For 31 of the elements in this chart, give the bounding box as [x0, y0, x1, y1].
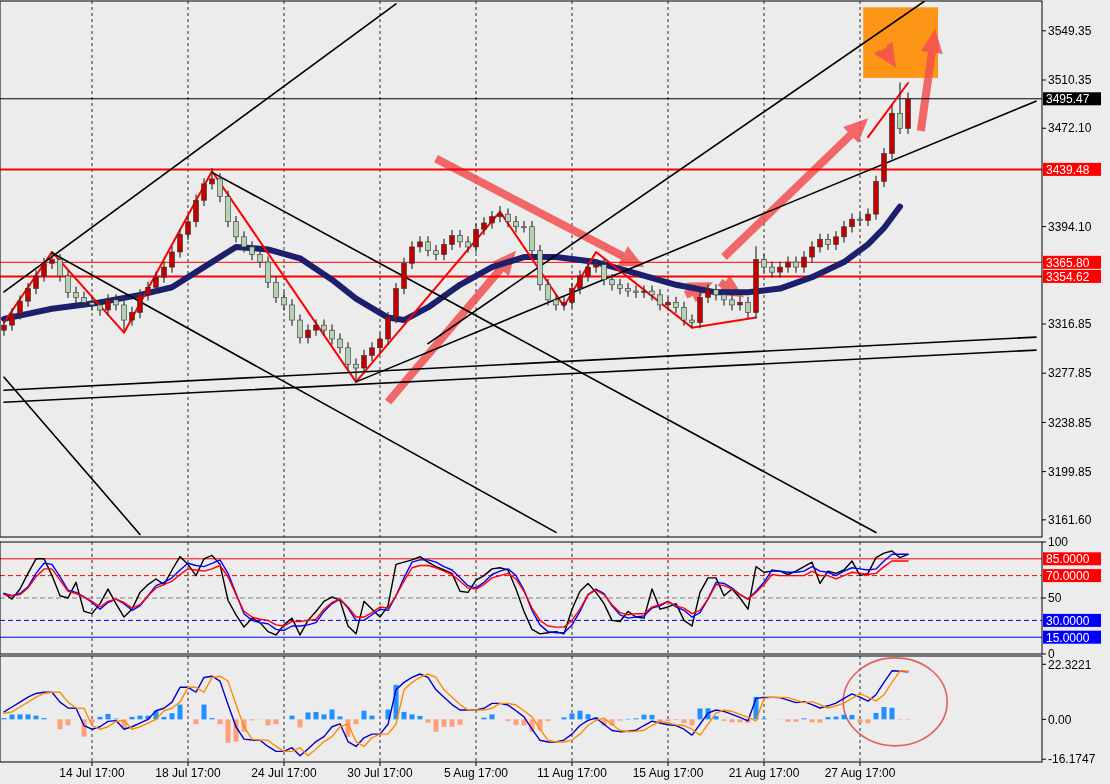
x-tick-label: 27 Aug 17:00: [824, 766, 896, 780]
ref-line-label: 15.0000: [1046, 630, 1090, 645]
ref-line-label: 85.0000: [1046, 552, 1090, 567]
ref-line-label: 3439.48: [1046, 162, 1090, 177]
y-tick-label: 3510.35: [1048, 73, 1092, 88]
x-tick-label: 21 Aug 17:00: [728, 766, 800, 780]
ref-line-label: 3354.62: [1046, 269, 1090, 284]
y-tick-label: -16.1747: [1048, 752, 1096, 767]
y-tick-label: 50: [1048, 591, 1062, 606]
x-tick-label: 5 Aug 17:00: [443, 766, 509, 780]
y-tick-label: 3277.85: [1048, 366, 1092, 381]
y-tick-label: 3394.10: [1048, 219, 1092, 234]
x-tick-label: 14 Jul 17:00: [59, 766, 126, 780]
ref-line-label: 70.0000: [1046, 568, 1090, 583]
y-tick-label: 3472.10: [1048, 121, 1092, 136]
y-tick-label: 3161.60: [1048, 513, 1092, 528]
y-tick-label: 3549.35: [1048, 24, 1092, 39]
y-tick-label: 0.00: [1048, 712, 1072, 727]
ref-line-label: 3365.80: [1046, 255, 1090, 270]
y-tick-label: 22.3221: [1048, 657, 1092, 672]
ref-line-label: 3495.47: [1046, 92, 1090, 107]
y-tick-label: 100: [1048, 535, 1069, 550]
y-tick-label: 3238.85: [1048, 415, 1092, 430]
ref-line-label: 30.0000: [1046, 613, 1090, 628]
y-tick-label: 3199.85: [1048, 464, 1092, 479]
x-tick-label: 24 Jul 17:00: [251, 766, 318, 780]
y-tick-label: 3316.85: [1048, 317, 1092, 332]
x-tick-label: 11 Aug 17:00: [537, 766, 608, 780]
x-tick-label: 15 Aug 17:00: [632, 766, 704, 780]
x-tick-label: 30 Jul 17:00: [347, 766, 414, 780]
x-tick-label: 18 Jul 17:00: [155, 766, 222, 780]
